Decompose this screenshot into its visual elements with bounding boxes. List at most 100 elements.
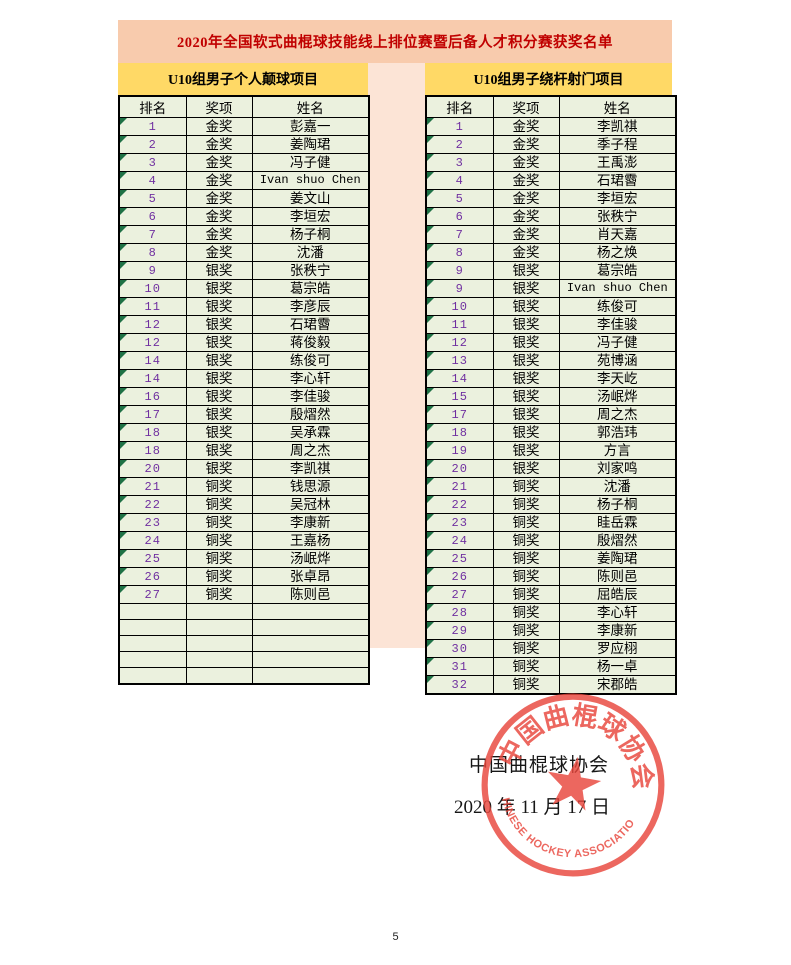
error-indicator-triangle-icon [427,568,434,575]
column-header-rank: 排名 [425,95,494,118]
table-row: 17 银奖 周之杰 [425,405,677,424]
name-cell: 李天屹 [558,369,677,388]
name-cell [251,651,370,668]
error-indicator-triangle-icon [120,262,127,269]
table-row: 8 金奖 沈潘 [118,243,370,262]
rank-cell: 14 [425,369,494,388]
rank-cell: 25 [425,549,494,568]
error-indicator-triangle-icon [120,352,127,359]
name-cell: 吴冠林 [251,495,370,514]
table-row: 22 铜奖 杨子桐 [425,495,677,514]
award-cell [185,635,253,652]
rank-value: 9 [455,264,464,278]
name-cell [251,619,370,636]
rank-cell: 7 [425,225,494,244]
award-cell: 银奖 [492,279,560,298]
date-text: 2020 年 11 月 17 日 [454,797,611,818]
rank-cell: 32 [425,675,494,695]
error-indicator-triangle-icon [120,370,127,377]
rank-value: 10 [451,300,468,314]
error-indicator-triangle-icon [120,190,127,197]
error-indicator-triangle-icon [427,640,434,647]
name-cell: 殷熠然 [251,405,370,424]
rank-cell: 12 [425,333,494,352]
error-indicator-triangle-icon [120,514,127,521]
award-cell: 金奖 [185,189,253,208]
award-cell: 铜奖 [185,531,253,550]
name-cell: 汤岷烨 [251,549,370,568]
rank-cell: 27 [425,585,494,604]
table-row: 5 金奖 姜文山 [118,189,370,208]
rank-value: 7 [455,228,464,242]
table-row: 14 银奖 李天屹 [425,369,677,388]
award-cell: 铜奖 [185,495,253,514]
award-cell [185,651,253,668]
error-indicator-triangle-icon [427,388,434,395]
table-row: 5 金奖 李垣宏 [425,189,677,208]
award-cell: 铜奖 [492,495,560,514]
table-row: 24 铜奖 殷熠然 [425,531,677,550]
name-cell: 王禹澎 [558,153,677,172]
table-row: 13 银奖 苑博涵 [425,351,677,370]
error-indicator-triangle-icon [427,676,434,683]
table-row: 1 金奖 彭嘉一 [118,117,370,136]
rank-value: 5 [455,192,464,206]
name-cell: 张秩宁 [251,261,370,280]
award-cell: 银奖 [492,405,560,424]
name-cell [251,603,370,620]
table-row: 14 银奖 练俊可 [118,351,370,370]
table-row [118,667,370,685]
table-row [118,635,370,652]
error-indicator-triangle-icon [120,226,127,233]
award-cell: 金奖 [492,207,560,226]
award-cell: 铜奖 [492,621,560,640]
table-row: 18 银奖 吴承霖 [118,423,370,442]
name-cell: 罗应栩 [558,639,677,658]
award-cell: 金奖 [492,135,560,154]
name-cell: 石珺霫 [558,171,677,190]
name-cell: 眭岳霖 [558,513,677,532]
name-cell: 李心轩 [558,603,677,622]
rank-value: 29 [451,624,468,638]
rank-value: 10 [144,282,161,296]
award-cell: 金奖 [185,207,253,226]
error-indicator-triangle-icon [427,172,434,179]
error-indicator-triangle-icon [427,442,434,449]
award-cell: 铜奖 [492,603,560,622]
table-row: 18 银奖 郭浩玮 [425,423,677,442]
award-cell: 银奖 [185,315,253,334]
name-cell: 钱思源 [251,477,370,496]
table-gap-background [368,63,425,648]
table-row [118,619,370,636]
error-indicator-triangle-icon [120,478,127,485]
rank-value: 14 [451,372,468,386]
error-indicator-triangle-icon [427,622,434,629]
error-indicator-triangle-icon [120,136,127,143]
rank-cell: 16 [118,387,187,406]
rank-cell: 24 [425,531,494,550]
table-row: 26 铜奖 张卓昂 [118,567,370,586]
award-cell [185,619,253,636]
name-cell: 张秩宁 [558,207,677,226]
rank-cell: 10 [118,279,187,298]
name-cell: 李康新 [558,621,677,640]
rank-value: 8 [455,246,464,260]
error-indicator-triangle-icon [427,424,434,431]
rank-cell: 18 [118,423,187,442]
rank-value: 31 [451,660,468,674]
error-indicator-triangle-icon [427,658,434,665]
rank-value: 5 [148,192,157,206]
award-cell: 银奖 [185,387,253,406]
rank-value: 26 [451,570,468,584]
right-results-table: 排名 奖项 姓名 1 金奖 李凯祺 2 金奖 季子程 3 金奖 王禹澎 4 金奖 石珺霫 5 金奖 李垣宏 6 金奖张… [425,95,677,695]
name-cell: 肖天嘉 [558,225,677,244]
rank-value: 18 [144,426,161,440]
rank-value: 18 [451,426,468,440]
name-cell: 练俊可 [558,297,677,316]
award-cell: 铜奖 [185,567,253,586]
name-cell: 姜文山 [251,189,370,208]
rank-cell: 25 [118,549,187,568]
name-cell: 李凯祺 [251,459,370,478]
rank-cell: 2 [118,135,187,154]
name-cell: 杨子桐 [251,225,370,244]
